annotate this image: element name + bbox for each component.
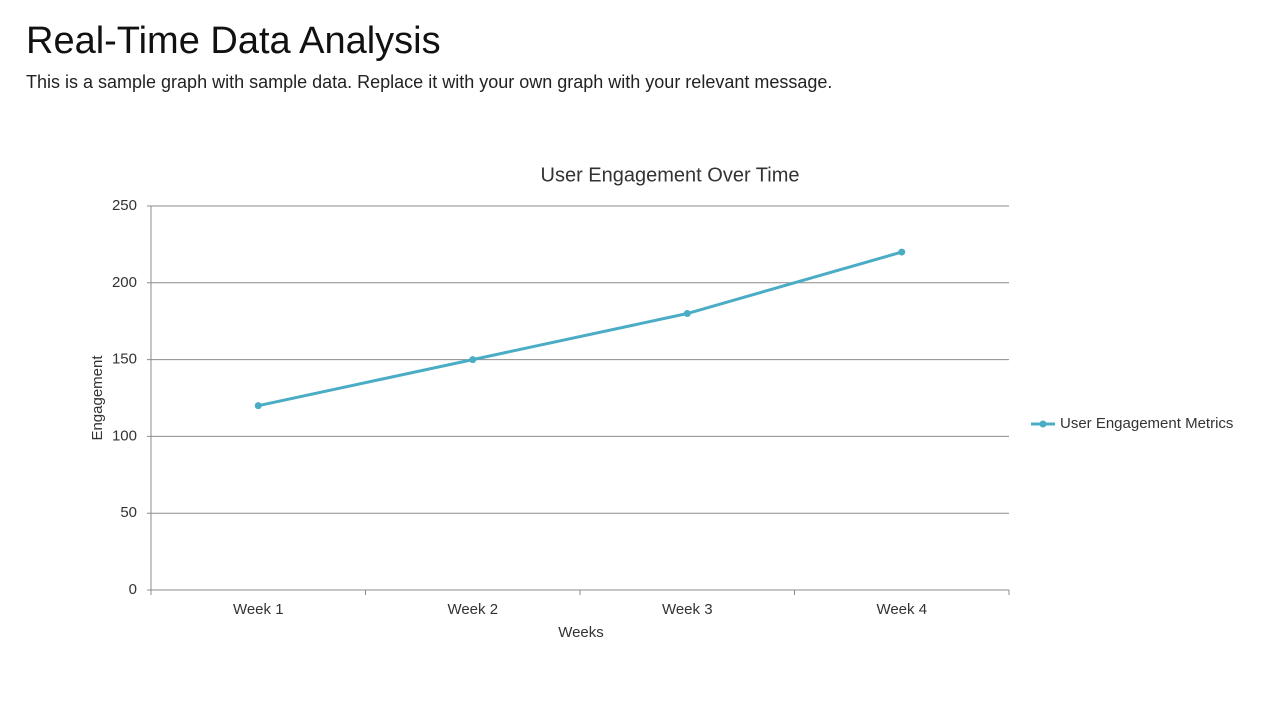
x-tick-label: Week 2 bbox=[447, 601, 498, 618]
x-axis-label: Weeks bbox=[558, 624, 604, 641]
x-tick-label: Week 4 bbox=[876, 601, 927, 618]
slide-subtitle: This is a sample graph with sample data.… bbox=[26, 72, 833, 92]
data-point bbox=[469, 356, 477, 364]
legend-label: User Engagement Metrics bbox=[1060, 415, 1233, 432]
data-point bbox=[683, 310, 691, 318]
y-tick-label: 150 bbox=[112, 351, 137, 368]
y-tick-label: 0 bbox=[129, 581, 137, 598]
x-tick-label: Week 1 bbox=[233, 601, 284, 618]
data-point bbox=[898, 248, 906, 256]
y-tick-label: 250 bbox=[112, 197, 137, 214]
y-tick-label: 50 bbox=[120, 504, 137, 521]
data-point bbox=[254, 402, 262, 410]
slide-title: Real-Time Data Analysis bbox=[26, 20, 441, 62]
y-axis-label: Engagement bbox=[89, 355, 106, 441]
y-tick-label: 100 bbox=[112, 427, 137, 444]
data-line bbox=[257, 250, 903, 408]
legend-marker bbox=[1039, 420, 1047, 428]
y-tick-label: 200 bbox=[112, 274, 137, 291]
chart-title: User Engagement Over Time bbox=[541, 164, 800, 186]
x-tick-label: Week 3 bbox=[662, 601, 713, 618]
